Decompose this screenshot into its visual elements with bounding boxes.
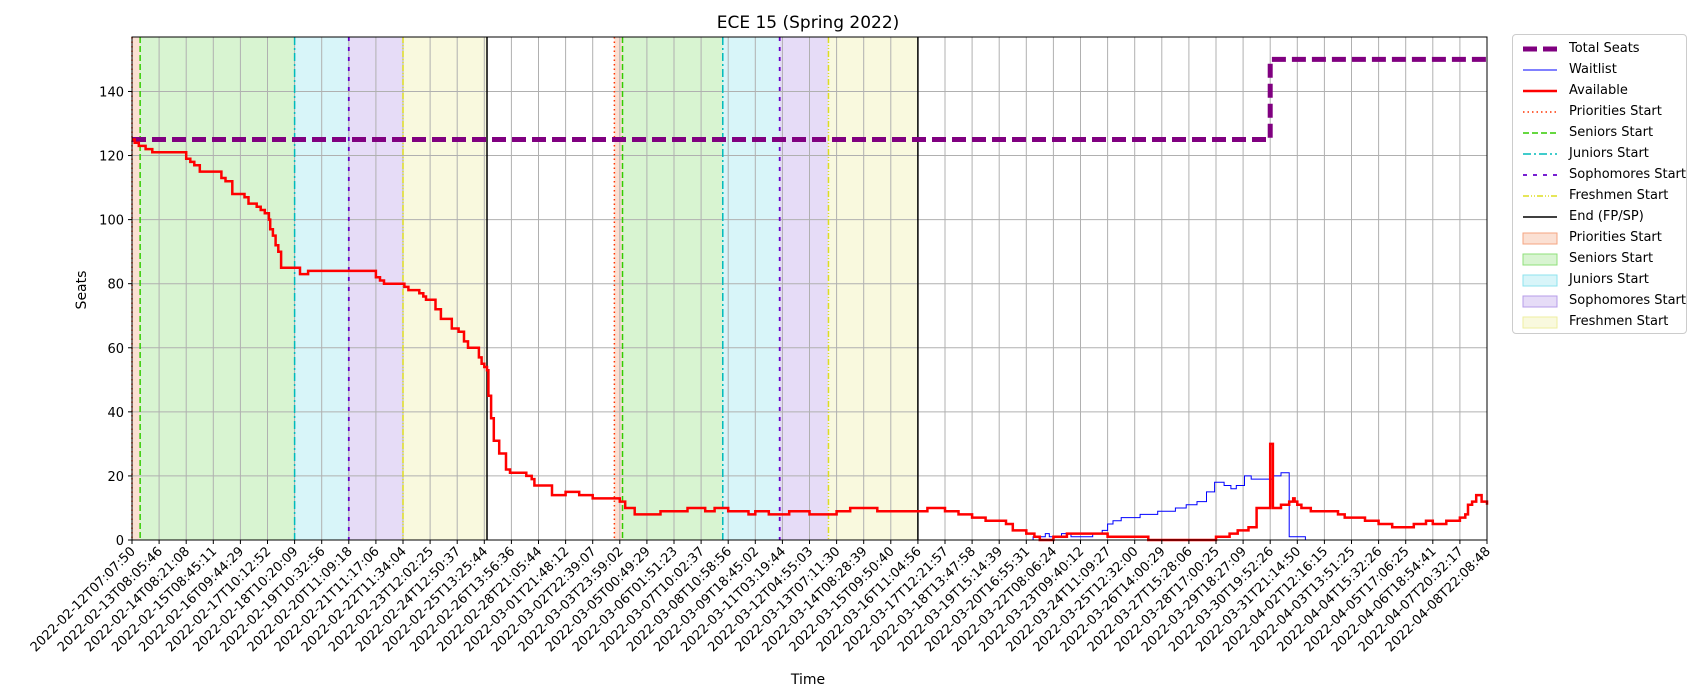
y-axis: 0 20 40 60 80 100 120 140 bbox=[99, 85, 132, 549]
legend-label: Priorities Start bbox=[1569, 230, 1662, 245]
legend-swatch bbox=[1523, 153, 1557, 155]
y-tick-label: 40 bbox=[107, 406, 124, 421]
legend-patch bbox=[1522, 274, 1558, 287]
legend-label: Juniors Start bbox=[1569, 146, 1649, 161]
region-6 bbox=[622, 37, 723, 540]
series-2 bbox=[132, 138, 1489, 542]
legend-swatch bbox=[1522, 232, 1558, 245]
region-9 bbox=[828, 37, 918, 540]
legend-swatch bbox=[1522, 316, 1558, 329]
legend-swatch bbox=[1522, 274, 1558, 287]
legend-patch bbox=[1522, 316, 1558, 329]
legend-swatch bbox=[1523, 46, 1557, 52]
legend-swatch bbox=[1522, 295, 1558, 308]
y-tick-label: 0 bbox=[116, 534, 124, 549]
legend-label: Total Seats bbox=[1569, 41, 1640, 56]
legend-swatch bbox=[1523, 132, 1557, 134]
legend-label: Freshmen Start bbox=[1569, 314, 1669, 329]
legend-label: Seniors Start bbox=[1569, 251, 1654, 266]
regions-layer bbox=[132, 37, 918, 540]
region-4 bbox=[403, 37, 488, 540]
legend-swatch bbox=[1523, 216, 1557, 218]
region-0 bbox=[132, 37, 141, 540]
legend-swatch bbox=[1523, 89, 1557, 93]
series-layer bbox=[132, 56, 1489, 542]
chart-title: ECE 15 (Spring 2022) bbox=[717, 13, 900, 33]
legend-label: Sophomores Start bbox=[1569, 167, 1686, 182]
y-tick-label: 60 bbox=[107, 342, 124, 357]
region-7 bbox=[722, 37, 780, 540]
legend-swatch bbox=[1523, 111, 1557, 113]
legend: Total Seats Waitlist Available Priorities S… bbox=[1512, 34, 1687, 334]
legend-label: Juniors Start bbox=[1569, 272, 1649, 287]
legend-swatch bbox=[1523, 195, 1557, 197]
region-8 bbox=[779, 37, 829, 540]
legend-swatch bbox=[1522, 253, 1558, 266]
legend-label: Seniors Start bbox=[1569, 125, 1654, 140]
legend-swatch bbox=[1523, 69, 1557, 71]
legend-label: Freshmen Start bbox=[1569, 188, 1669, 203]
region-1 bbox=[140, 37, 295, 540]
y-tick-label: 100 bbox=[99, 214, 124, 229]
x-axis-title: Time bbox=[790, 672, 825, 688]
legend-label: Sophomores Start bbox=[1569, 293, 1686, 308]
region-5 bbox=[614, 37, 623, 540]
legend-patch bbox=[1522, 232, 1558, 245]
legend-label: Available bbox=[1569, 83, 1628, 98]
x-axis: 2022-02-12T07:07:502022-02-13T08:05:4620… bbox=[28, 540, 1494, 655]
y-tick-label: 120 bbox=[99, 150, 124, 165]
legend-patch bbox=[1522, 295, 1558, 308]
y-tick-label: 80 bbox=[107, 278, 124, 293]
y-axis-title: Seats bbox=[74, 271, 90, 310]
legend-patch bbox=[1522, 253, 1558, 266]
legend-swatch bbox=[1523, 174, 1557, 176]
legend-label: End (FP/SP) bbox=[1569, 209, 1644, 224]
y-tick-label: 20 bbox=[107, 470, 124, 485]
legend-label: Priorities Start bbox=[1569, 104, 1662, 119]
series-0 bbox=[132, 56, 1487, 142]
y-tick-label: 140 bbox=[99, 85, 124, 100]
legend-label: Waitlist bbox=[1569, 62, 1617, 77]
